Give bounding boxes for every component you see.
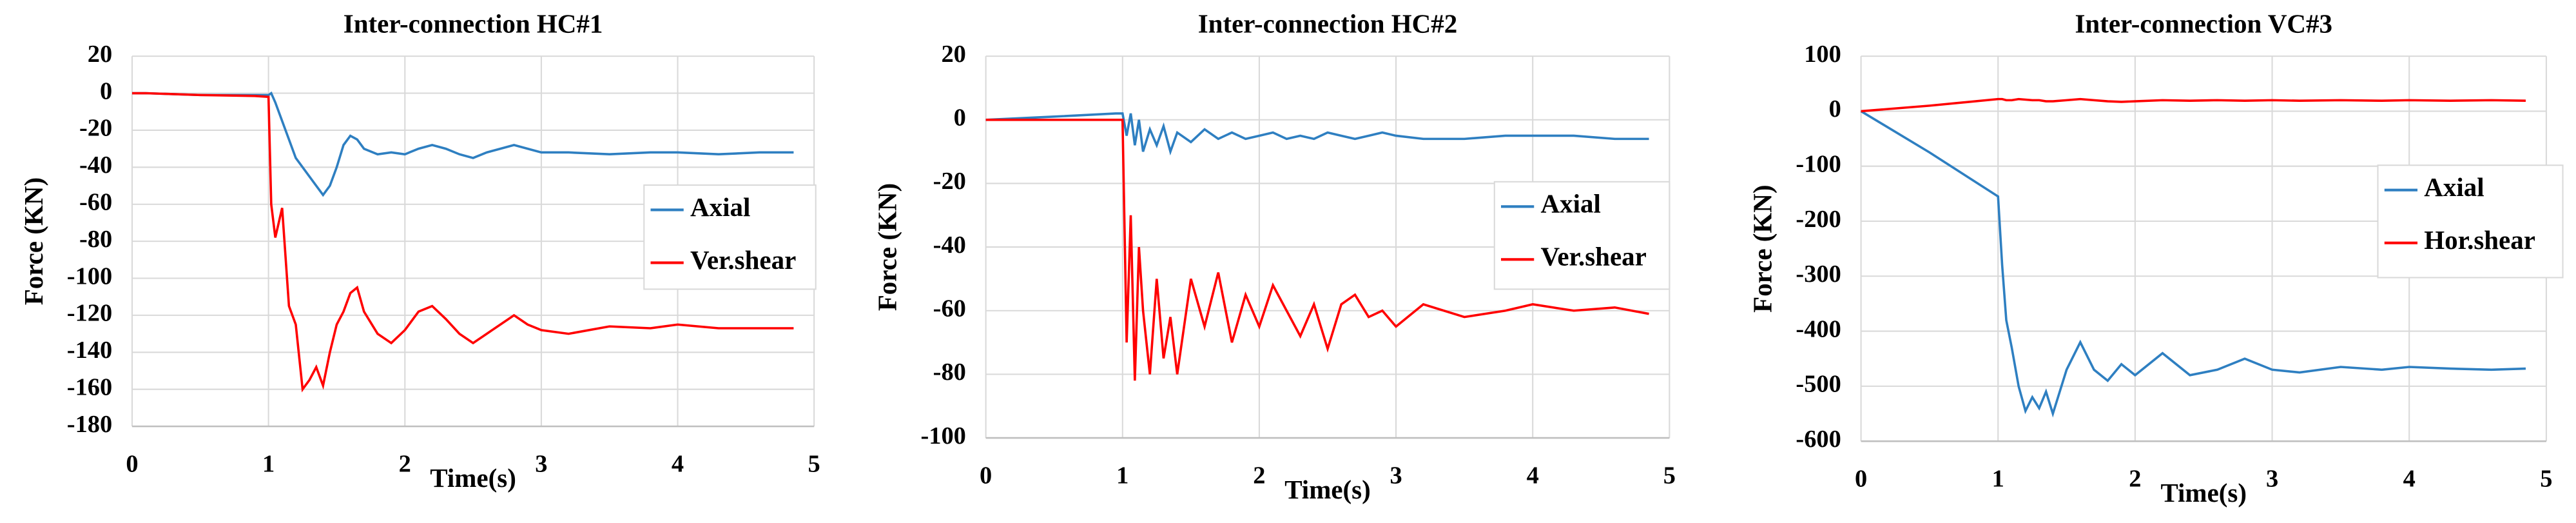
x-tick-label: 4 <box>672 450 684 477</box>
x-tick-label: 2 <box>399 450 411 477</box>
y-tick-label: -600 <box>1796 426 1841 453</box>
chart-title: Inter-connection VC#3 <box>2075 8 2332 38</box>
x-tick-label: 1 <box>1116 462 1128 489</box>
y-axis-label: Force (KN) <box>872 183 902 311</box>
y-tick-label: -160 <box>67 374 112 401</box>
y-tick-label: -60 <box>79 189 112 216</box>
y-tick-label: 0 <box>1829 95 1841 123</box>
x-tick-label: 0 <box>126 450 138 477</box>
legend-box <box>643 184 817 290</box>
x-tick-label: 0 <box>1855 465 1867 492</box>
y-tick-label: -80 <box>933 359 966 386</box>
legend-label: Ver.shear <box>690 245 796 275</box>
chart-title: Inter-connection HC#2 <box>1198 8 1458 38</box>
y-tick-label: 20 <box>88 41 112 68</box>
y-tick-label: -100 <box>920 422 965 449</box>
y-tick-label: 100 <box>1804 41 1841 68</box>
x-tick-label: 2 <box>1253 462 1265 489</box>
x-tick-label: 3 <box>1390 462 1402 489</box>
x-tick-label: 0 <box>980 462 992 489</box>
y-tick-label: -120 <box>67 300 112 327</box>
y-tick-label: -500 <box>1796 371 1841 398</box>
y-tick-label: -40 <box>79 152 112 179</box>
x-tick-label: 1 <box>262 450 275 477</box>
x-tick-label: 2 <box>2129 465 2141 492</box>
series-line <box>985 118 1649 381</box>
series-line <box>131 92 794 393</box>
x-tick-label: 3 <box>535 450 547 477</box>
x-tick-label: 5 <box>2540 465 2552 492</box>
y-tick-label: -180 <box>67 411 112 438</box>
y-tick-label: 0 <box>954 104 966 132</box>
y-tick-label: -20 <box>933 168 966 195</box>
y-tick-label: 20 <box>941 41 965 68</box>
legend-label: Hor.shear <box>2424 225 2535 255</box>
y-tick-label: -100 <box>67 262 112 290</box>
legend-label: Axial <box>1541 189 1601 219</box>
x-tick-label: 4 <box>1527 462 1539 489</box>
y-tick-label: -300 <box>1796 261 1841 288</box>
y-tick-label: -60 <box>933 295 966 322</box>
chart-title: Inter-connection HC#1 <box>344 8 603 38</box>
y-tick-label: -200 <box>1796 206 1841 233</box>
x-axis-label: Time(s) <box>430 463 516 493</box>
x-tick-label: 5 <box>1663 462 1676 489</box>
y-tick-label: -400 <box>1796 315 1841 342</box>
series-line <box>131 91 794 197</box>
legend-label: Ver.shear <box>1541 242 1647 271</box>
legend-label: Axial <box>690 192 750 222</box>
x-tick-label: 1 <box>1992 465 2004 492</box>
y-tick-label: -20 <box>79 115 112 142</box>
x-tick-label: 3 <box>2266 465 2278 492</box>
y-tick-label: -80 <box>79 226 112 253</box>
series-line <box>1861 97 2526 113</box>
legend-box <box>1493 181 1671 290</box>
y-tick-label: -140 <box>67 337 112 364</box>
x-axis-label: Time(s) <box>2160 478 2247 508</box>
x-tick-label: 5 <box>808 450 820 477</box>
legend-box <box>2377 164 2564 279</box>
y-tick-label: -40 <box>933 232 966 259</box>
x-tick-label: 4 <box>2403 465 2416 492</box>
x-axis-label: Time(s) <box>1284 475 1371 504</box>
y-tick-label: 0 <box>100 77 112 104</box>
y-tick-label: -100 <box>1796 151 1841 178</box>
y-axis-label: Force (KN) <box>19 177 48 305</box>
y-axis-label: Force (KN) <box>1747 184 1777 312</box>
series-line <box>985 112 1649 156</box>
series-line <box>1860 110 2526 418</box>
legend-label: Axial <box>2424 172 2484 202</box>
